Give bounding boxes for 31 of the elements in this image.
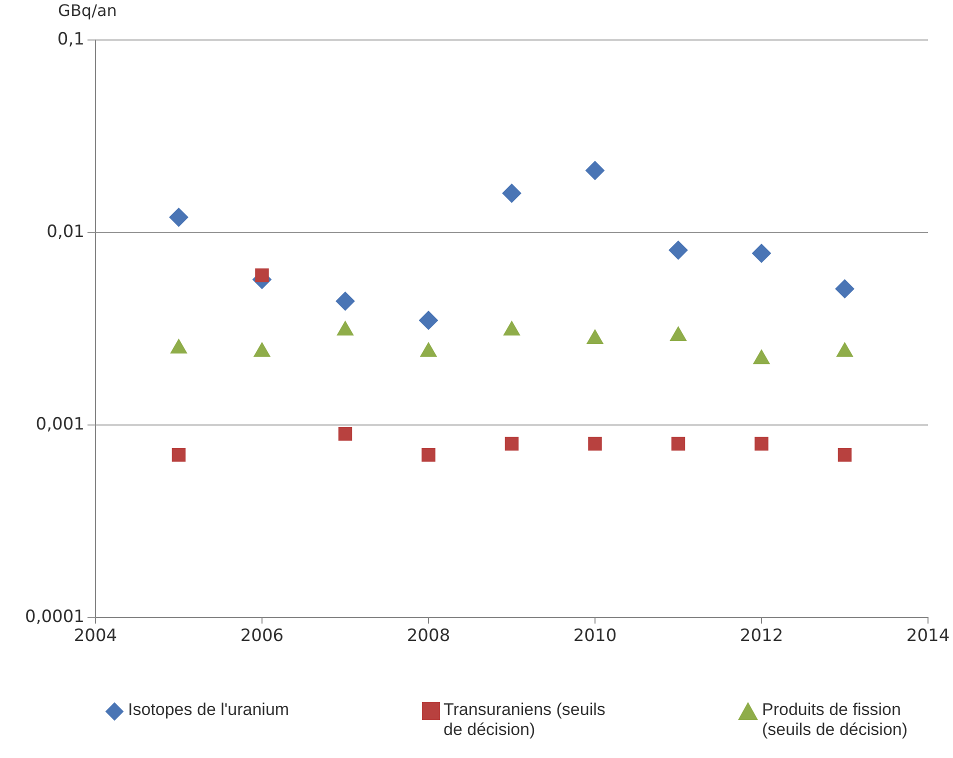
point: [668, 240, 688, 260]
x-tick-label: 2006: [240, 626, 284, 646]
point: [418, 310, 438, 330]
x-tick-label: 2004: [74, 626, 118, 646]
y-tick-label: 0,0001: [25, 607, 84, 628]
x-tick-label: 2014: [906, 626, 950, 646]
x-tick-label: 2008: [406, 626, 450, 646]
legend-label: Isotopes de l'uranium: [128, 700, 290, 720]
y-axis-title: GBq/an: [58, 1, 117, 20]
point: [752, 244, 771, 263]
point: [835, 279, 854, 298]
point: [255, 268, 269, 282]
point: [588, 436, 602, 451]
point: [754, 436, 768, 451]
point: [585, 160, 604, 180]
point: [504, 436, 519, 451]
legend-label: Transuraniens (seuils de décision): [444, 700, 606, 740]
legend-label: Produits de fission (seuils de décision): [762, 700, 909, 740]
point: [838, 448, 852, 462]
point: [172, 448, 186, 462]
y-tick-label: 0,01: [46, 222, 84, 242]
point: [422, 448, 436, 462]
y-tick-label: 0,1: [57, 29, 84, 50]
point: [671, 436, 686, 451]
x-tick-label: 2010: [573, 626, 617, 646]
x-tick-label: 2012: [740, 626, 784, 646]
point: [338, 427, 352, 441]
point: [336, 292, 355, 311]
y-tick-label: 0,001: [36, 414, 84, 434]
point: [169, 208, 188, 227]
point: [502, 184, 522, 203]
